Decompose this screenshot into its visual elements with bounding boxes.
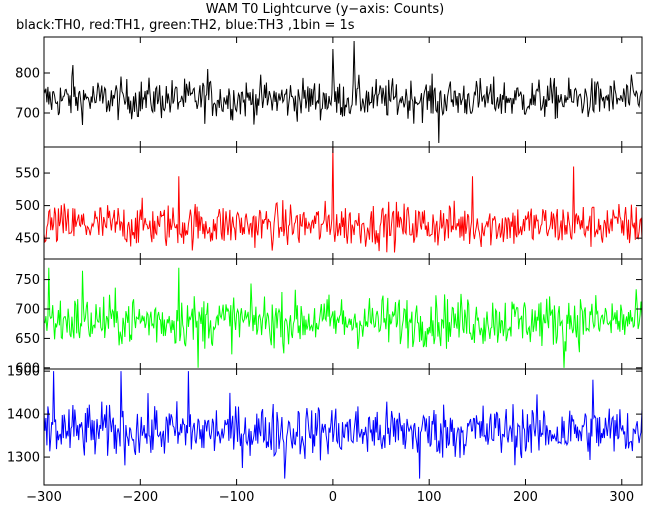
series-line-3: [43, 371, 643, 479]
y-tick-label-0-0: 700: [15, 107, 40, 122]
x-tick-label-6: 300: [609, 490, 634, 505]
x-tick-label-1: −200: [122, 490, 158, 505]
chart-title: WAM T0 Lightcurve (y−axis: Counts): [205, 2, 445, 17]
series-line-2: [43, 267, 643, 368]
y-tick-label-2-0: 600: [15, 361, 40, 376]
y-tick-label-2-1: 650: [15, 332, 40, 347]
x-tick-label-5: 200: [513, 490, 538, 505]
y-tick-label-3-0: 1300: [7, 451, 40, 466]
x-tick-label-2: −100: [219, 490, 255, 505]
y-tick-label-0-1: 800: [15, 67, 40, 82]
x-tick-label-0: −300: [26, 490, 62, 505]
y-tick-label-2-2: 700: [15, 303, 40, 318]
panel-frame-3: [43, 368, 643, 486]
x-tick-label-4: 100: [417, 490, 442, 505]
y-tick-label-3-2: 1500: [7, 365, 40, 380]
y-tick-label-2-3: 750: [15, 273, 40, 288]
panel-frame-1: [43, 146, 643, 260]
chart-subtitle: black:TH0, red:TH1, green:TH2, blue:TH3 …: [16, 18, 355, 33]
series-line-0: [43, 40, 643, 144]
y-tick-label-1-1: 500: [15, 199, 40, 214]
y-tick-label-1-0: 450: [15, 232, 40, 247]
y-tick-label-1-2: 550: [15, 167, 40, 182]
series-line-1: [43, 146, 643, 253]
x-tick-label-3: 0: [329, 490, 337, 505]
y-tick-label-3-1: 1400: [7, 408, 40, 423]
